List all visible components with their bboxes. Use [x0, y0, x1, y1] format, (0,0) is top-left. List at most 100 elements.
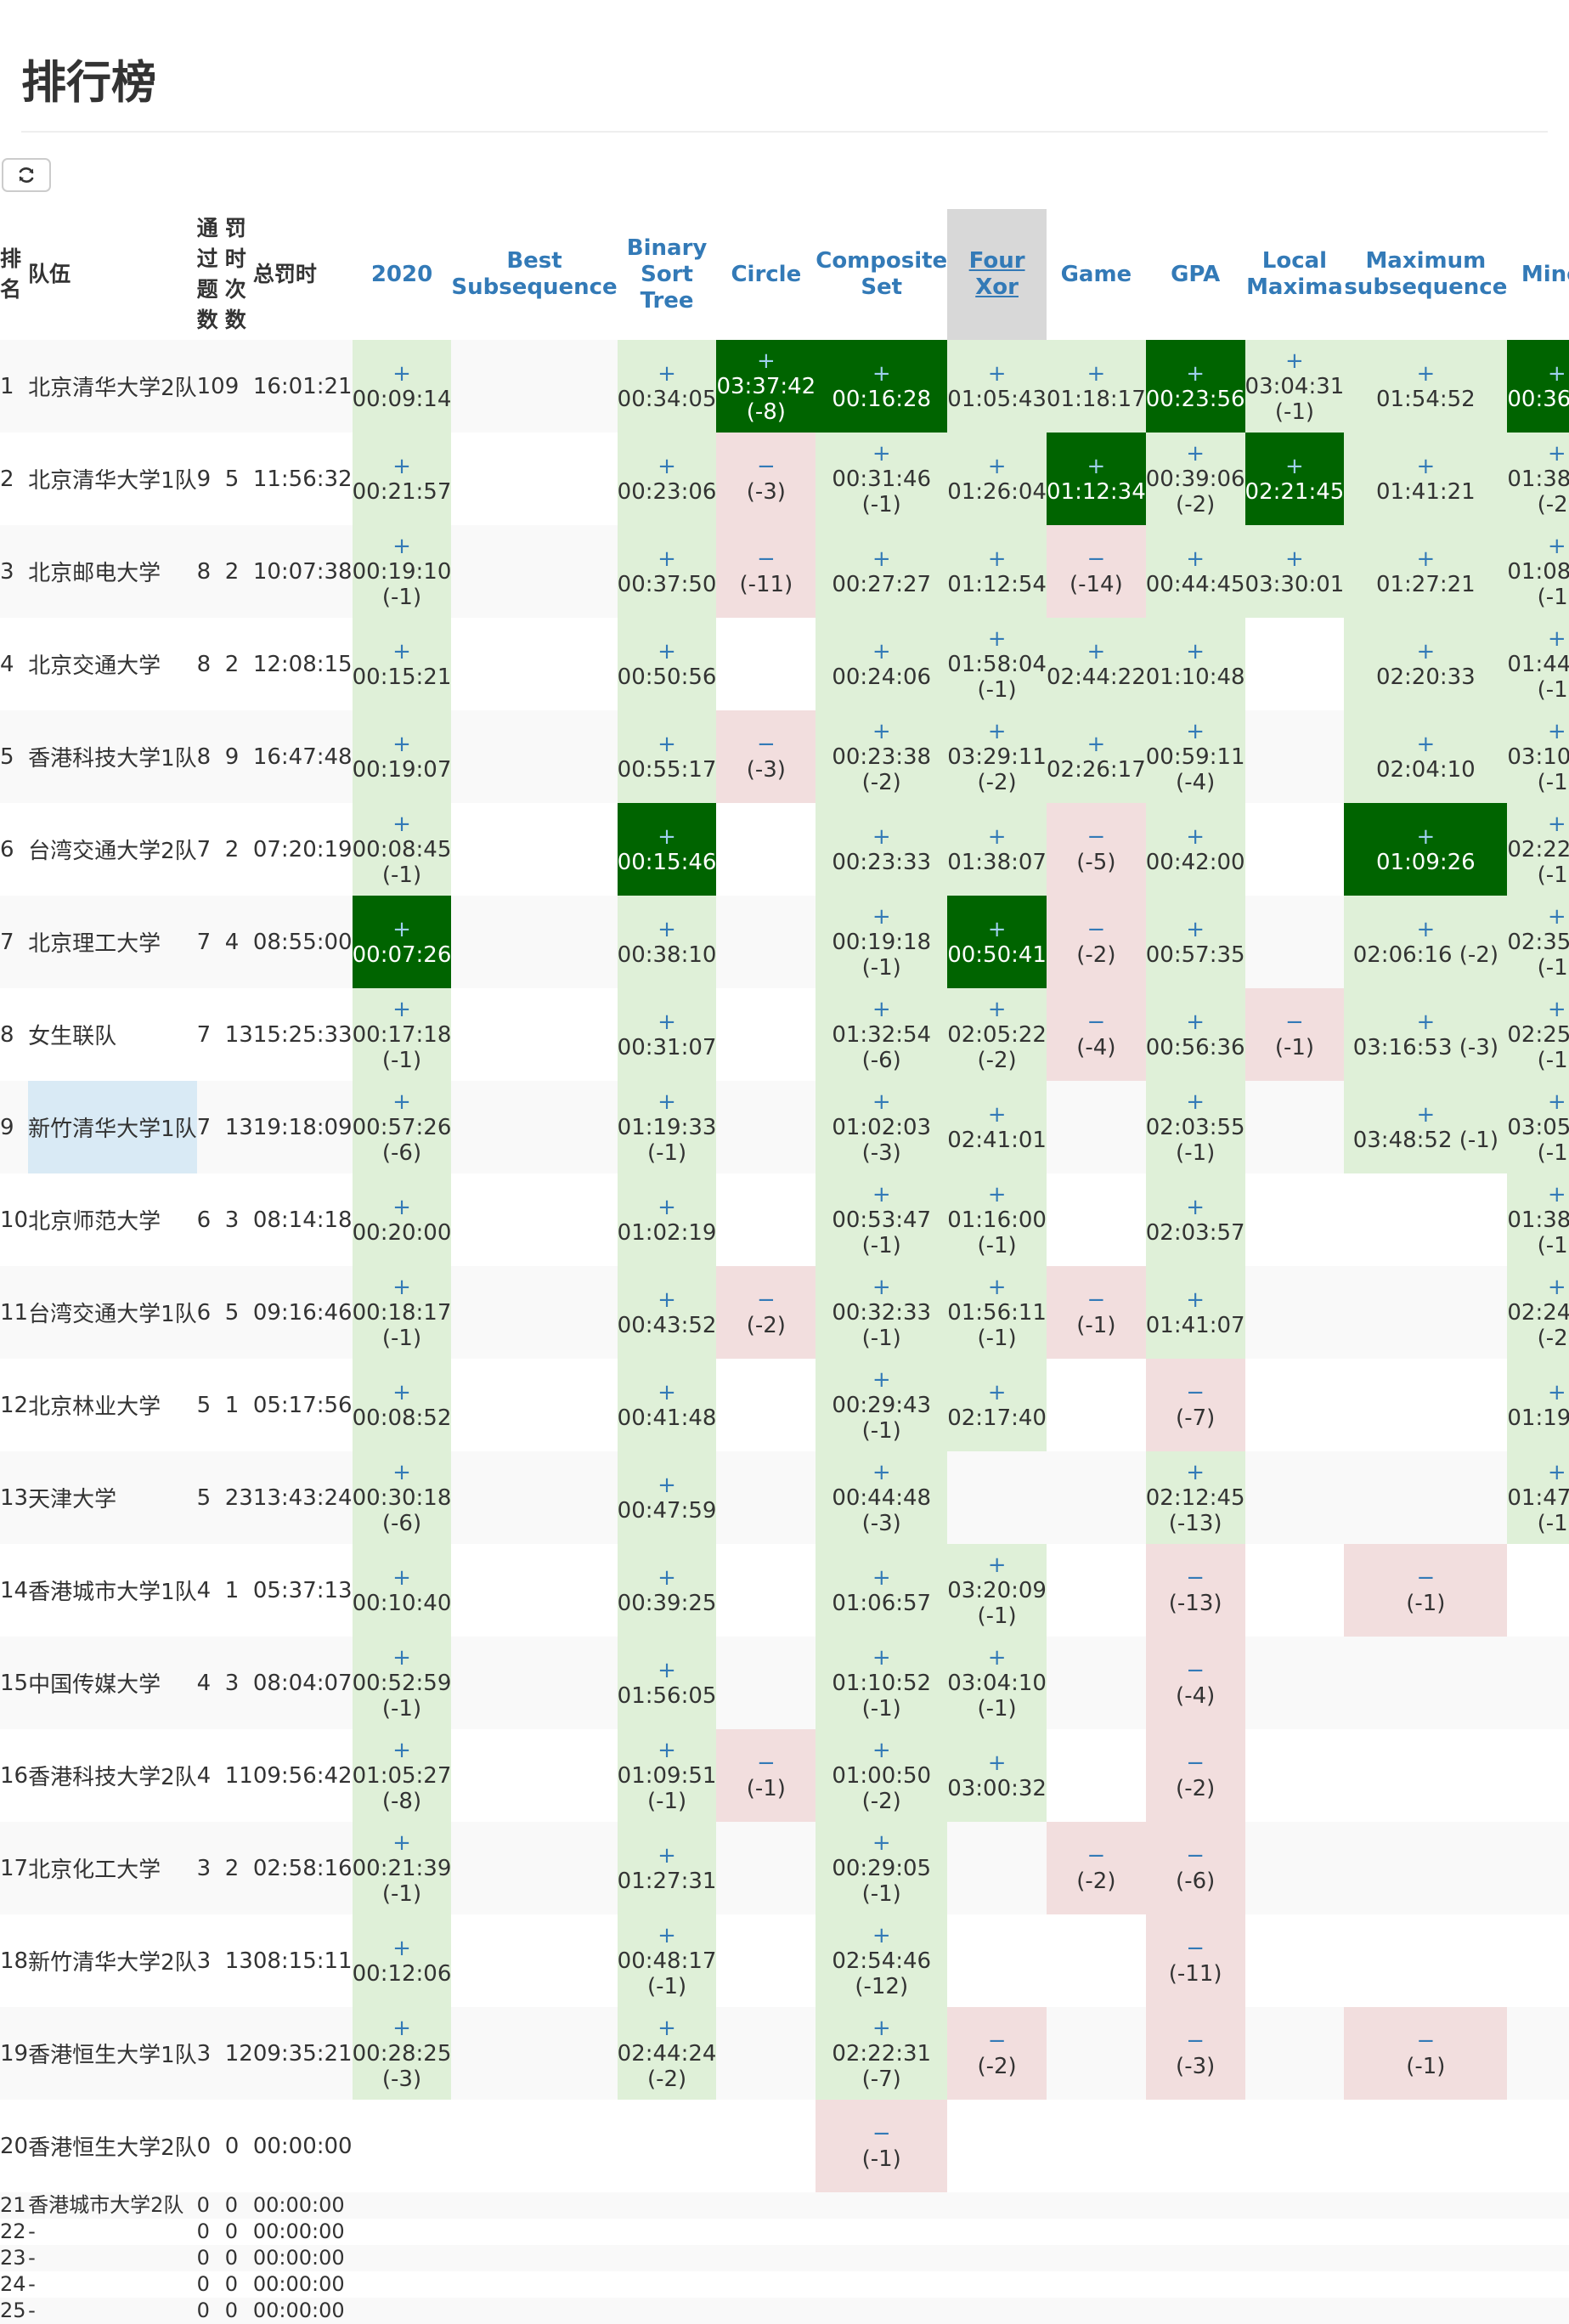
problem-header-link[interactable]: Maximum subsequence — [1344, 209, 1507, 340]
solve-time: 00:21:57 — [352, 478, 452, 505]
attempt-count: (-1) — [977, 1232, 1017, 1258]
problem-cell-empty — [1344, 2298, 1507, 2324]
problem-header-link[interactable]: Four Xor — [947, 209, 1047, 340]
problem-cell-empty — [1146, 2271, 1245, 2298]
minus-icon: − — [756, 546, 776, 572]
col-header-team: 队伍 — [28, 262, 71, 286]
plus-icon: + — [872, 1366, 891, 1393]
rank-header-line: 排 — [0, 246, 22, 271]
problem-cell-accepted: +02:26:17 — [1046, 710, 1146, 803]
solve-time: 02:44:24 — [617, 2040, 717, 2067]
solved-count: 0 — [196, 2219, 210, 2243]
problem-cell-empty — [1344, 1173, 1507, 1266]
solve-time: 01:27:31 — [617, 1868, 717, 1894]
problem-cell-empty — [1047, 1729, 1146, 1822]
problem-cell-empty — [1344, 2271, 1507, 2298]
attempt-count: (-1) — [977, 1695, 1017, 1722]
problem-cell-empty — [716, 2007, 816, 2100]
problem-cell-accepted: +01:47:32(-1) — [1507, 1451, 1569, 1544]
plus-icon: + — [658, 1564, 676, 1591]
problem-header-link[interactable]: Binary Sort Tree — [618, 209, 717, 340]
solved-count: 6 — [196, 1207, 212, 1233]
plus-icon: + — [392, 533, 411, 559]
total-penalty-time: 00:00:00 — [252, 2219, 345, 2243]
problem-cell-empty — [1245, 1266, 1345, 1359]
problem-cell-accepted: +00:29:05 (-1) — [816, 1822, 948, 1914]
solve-time: 02:20:33 — [1375, 664, 1476, 690]
minus-icon: − — [1086, 1286, 1106, 1313]
penalty-count: 11 — [224, 1762, 253, 1789]
problem-cell-empty — [1507, 2298, 1569, 2324]
problem-cell-empty — [1047, 2298, 1146, 2324]
problem-header-link[interactable]: GPA — [1146, 209, 1245, 340]
solve-time: 00:24:06 — [832, 664, 932, 690]
problem-header-line: subsequence — [1344, 274, 1508, 300]
attempt-count: (-6) — [1176, 1868, 1216, 1894]
solve-time: 00:30:18 — [352, 1484, 452, 1511]
problem-cell-empty — [451, 2100, 617, 2192]
problem-cell-empty — [716, 2245, 816, 2271]
solved-count: 5 — [196, 1484, 212, 1511]
problem-cell-accepted: +02:06:16 (-2) — [1344, 896, 1508, 988]
plus-icon: + — [658, 1379, 676, 1405]
solved-count: 0 — [196, 2299, 210, 2322]
solve-time: 00:20:00 — [352, 1219, 452, 1246]
table-row: 20 香港恒生大学2队 0 0 00:00:00− (-1) — [0, 2100, 1569, 2192]
total-penalty-time: 05:17:56 — [252, 1392, 353, 1418]
problem-cell-empty — [451, 525, 617, 618]
attempt-count: (-1) — [1537, 954, 1569, 981]
problem-cell-wrong: − (-4) — [1145, 1637, 1245, 1729]
problem-cell-accepted: +01:02:19 — [617, 1173, 717, 1266]
plus-icon: + — [1416, 453, 1436, 479]
team-name: 香港城市大学1队 — [28, 1580, 197, 1605]
plus-icon: + — [987, 625, 1007, 652]
problem-cell-accepted: +00:59:11 (-4) — [1145, 710, 1245, 803]
problem-header-line: Best — [506, 248, 562, 274]
solve-time: 01:47:32 — [1507, 1484, 1569, 1511]
attempt-count: (-2) — [1076, 941, 1116, 968]
minus-icon: − — [1086, 916, 1106, 942]
problem-header-link[interactable]: Miner — [1507, 209, 1569, 340]
problem-header-link[interactable]: 2020 — [353, 209, 452, 340]
penalty-count: 1 — [224, 1392, 240, 1418]
problem-header-link[interactable]: Composite Set — [816, 209, 947, 340]
table-row: 23- 0 0 00:00:00 — [0, 2245, 1569, 2271]
solve-time: 01:41:21 — [1375, 478, 1476, 505]
attempt-count: (-1) — [1176, 1139, 1216, 1166]
problem-header-link[interactable]: Circle — [716, 209, 816, 340]
problem-header-link[interactable]: Local Maxima — [1245, 209, 1345, 340]
refresh-button[interactable] — [2, 158, 51, 192]
problem-cell-empty — [1507, 1544, 1569, 1637]
problem-cell-empty — [618, 2271, 717, 2298]
plus-icon: + — [1547, 1088, 1566, 1115]
plus-icon: + — [1547, 360, 1566, 387]
attempt-count: (-1) — [381, 1880, 422, 1907]
problem-cell-wrong: − (-1) — [1244, 988, 1345, 1081]
penalty-count: 2 — [224, 651, 240, 677]
team-name: 北京交通大学 — [28, 653, 161, 679]
problem-cell-accepted: +03:20:09 (-1) — [947, 1544, 1047, 1637]
problem-cell-accepted: +01:38:13(-1) — [1507, 1173, 1569, 1266]
problem-cell-empty — [1047, 2007, 1146, 2100]
problem-cell-accepted: +00:20:00 — [352, 1173, 452, 1266]
solved-count: 4 — [196, 1577, 212, 1603]
problem-cell-empty — [353, 2245, 452, 2271]
solved-count: 3 — [196, 1948, 212, 1974]
problem-cell-accepted: +01:10:52 (-1) — [816, 1637, 948, 1729]
problem-cell-first-solve: +02:21:45 — [1244, 433, 1345, 525]
minus-icon: − — [1186, 1657, 1205, 1683]
rank-cell: 17 — [0, 1855, 29, 1881]
problem-cell-empty — [1047, 1081, 1146, 1173]
problem-header-link[interactable]: Best Subsequence — [451, 209, 617, 340]
plus-icon: + — [1416, 546, 1436, 572]
problem-cell-empty — [451, 1822, 617, 1914]
plus-icon: + — [987, 1750, 1007, 1776]
problem-header-link[interactable]: Game — [1047, 209, 1146, 340]
plus-icon: + — [872, 823, 891, 850]
solve-time: 01:05:43 — [947, 386, 1047, 412]
problem-cell-empty — [1146, 2192, 1245, 2219]
plus-icon: + — [872, 1274, 891, 1300]
total-penalty-time: 08:15:11 — [252, 1948, 353, 1974]
plus-icon: + — [872, 360, 891, 387]
penalty-count: 1 — [224, 1577, 240, 1603]
